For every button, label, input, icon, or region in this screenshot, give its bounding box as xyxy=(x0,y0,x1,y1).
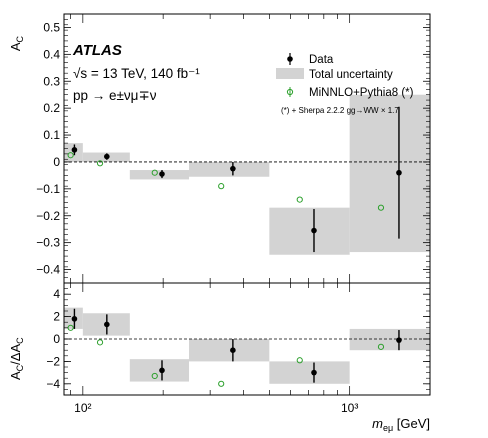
top-data-point-4 xyxy=(311,227,317,234)
top-ytick-label: −0.3 xyxy=(36,236,60,250)
top-ylabel-sub: C xyxy=(15,36,25,43)
x-tick-label: 10² xyxy=(74,401,91,415)
legend: Data Total uncertainty MiNNLO+Pythia8 (*… xyxy=(276,53,414,115)
legend-data-marker xyxy=(287,53,293,65)
bot-data-point-1 xyxy=(104,321,110,328)
top-ytick-label: 0.3 xyxy=(43,74,60,88)
top-ytick-label: −0.2 xyxy=(36,209,60,223)
bot-ytick-label: 4 xyxy=(53,287,60,301)
top-data-point-1 xyxy=(104,153,110,160)
top-data-point-5 xyxy=(396,169,402,176)
bot-minnlo-point-5 xyxy=(377,343,385,350)
top-panel: 0.5 0.4 0.3 0.2 0.1 0 −0.1 −0.2 −0.3 −0.4 xyxy=(36,13,431,284)
top-ylabel-main: A xyxy=(8,42,23,51)
top-ytick-label: 0.1 xyxy=(43,128,60,142)
bot-ytick-label: 0 xyxy=(53,332,60,346)
bot-ytick-label: 2 xyxy=(53,310,60,324)
top-minnlo-point-5 xyxy=(377,204,385,211)
process-label: pp → e±νμ∓ν xyxy=(73,88,157,103)
x-axis-label: meμ [GeV] xyxy=(372,416,430,433)
bot-minnlo-point-1 xyxy=(96,339,104,346)
energy-lumi-label: √s = 13 TeV, 140 fb⁻¹ xyxy=(73,66,200,81)
bot-uncertainty-band-4 xyxy=(269,361,350,384)
legend-footnote: (*) + Sherpa 2.2.2 gg→WW × 1.7 xyxy=(281,106,399,115)
bot-data-point-2 xyxy=(159,367,165,374)
legend-minnlo-label: MiNNLO+Pythia8 (*) xyxy=(309,87,414,99)
bottom-panel: 4 2 0 −2 −4 10² 10³ xyxy=(46,282,431,415)
bot-minnlo-point-0 xyxy=(67,324,74,331)
top-data-point-3 xyxy=(230,165,236,172)
legend-uncertainty-swatch xyxy=(276,68,304,79)
bot-uncertainty-band-3 xyxy=(189,339,270,362)
legend-uncertainty-label: Total uncertainty xyxy=(309,69,393,81)
legend-data-label: Data xyxy=(309,54,334,66)
top-minnlo-point-0 xyxy=(67,152,74,159)
top-minnlo-point-2 xyxy=(151,169,158,176)
atlas-label: ATLAS xyxy=(72,42,122,59)
bot-data-point-3 xyxy=(230,347,236,354)
bot-uncertainty-band-5 xyxy=(349,328,430,351)
bot-minnlo-point-3 xyxy=(218,380,225,387)
top-minnlo-point-4 xyxy=(296,196,303,203)
top-uncertainty-band-5 xyxy=(349,94,430,253)
top-minnlo-point-1 xyxy=(96,160,104,167)
bot-ytick-label: −2 xyxy=(46,354,60,368)
top-ytick-label: 0.2 xyxy=(43,101,60,115)
top-ytick-label: −0.1 xyxy=(36,182,60,196)
top-uncertainty-band-4 xyxy=(269,207,350,255)
legend-minnlo-marker xyxy=(286,87,294,97)
bot-data-point-0 xyxy=(71,316,78,322)
bot-data-point-4 xyxy=(311,369,317,376)
top-ytick-label: 0.5 xyxy=(43,20,60,34)
top-y-axis-label: AC xyxy=(8,36,25,52)
top-data-point-2 xyxy=(159,171,165,177)
bot-minnlo-point-2 xyxy=(151,372,158,380)
bot-minnlo-point-4 xyxy=(296,357,303,364)
bottom-y-axis-label: AC/ΔAC xyxy=(8,337,25,380)
bot-data-point-5 xyxy=(396,337,402,343)
top-uncertainty-band-3 xyxy=(189,161,270,177)
top-ytick-label: −0.4 xyxy=(36,263,60,277)
bot-ytick-label: −4 xyxy=(46,377,60,391)
top-minnlo-point-3 xyxy=(218,183,225,190)
top-ytick-label: 0.4 xyxy=(43,47,60,61)
top-data-point-0 xyxy=(71,147,78,153)
top-ytick-label: 0 xyxy=(53,155,60,169)
x-tick-label: 10³ xyxy=(341,401,358,415)
